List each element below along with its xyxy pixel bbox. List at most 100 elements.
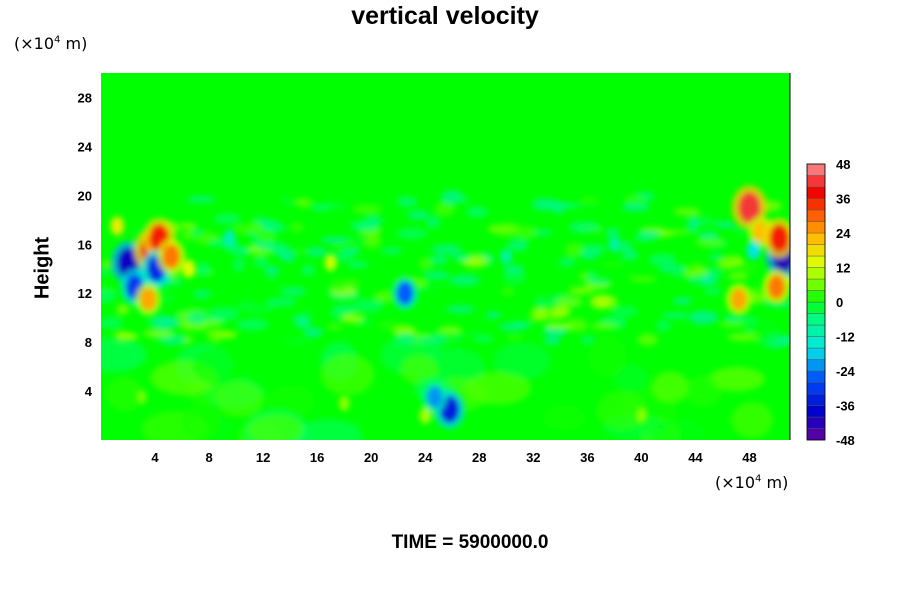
- texture-cell: [589, 295, 612, 309]
- texture-cell: [346, 260, 369, 269]
- texture-cell: [280, 196, 297, 207]
- colorbar-segment: [806, 175, 826, 188]
- colorbar-segment: [806, 232, 826, 245]
- texture-cell: [289, 247, 312, 256]
- texture-cell: [101, 337, 147, 373]
- colorbar-segment: [806, 198, 826, 211]
- texture-cell: [651, 418, 707, 440]
- velocity-feature: [767, 274, 786, 300]
- texture-cell: [565, 318, 588, 332]
- texture-cell: [567, 286, 595, 295]
- texture-cell: [648, 253, 677, 266]
- texture-cell: [682, 257, 699, 272]
- texture-cell: [718, 257, 736, 269]
- colorbar-tick-label: 48: [836, 157, 850, 172]
- colorbar-segment: [806, 278, 826, 291]
- texture-cell: [466, 206, 488, 218]
- texture-cell: [629, 275, 657, 283]
- texture-cell: [636, 230, 662, 238]
- texture-cell: [732, 262, 760, 272]
- texture-cell: [731, 401, 773, 439]
- texture-cell: [514, 225, 538, 239]
- texture-cell: [290, 222, 304, 233]
- texture-cell: [191, 299, 209, 313]
- texture-cell: [754, 336, 778, 345]
- texture-cell: [253, 255, 269, 268]
- texture-cell: [542, 405, 587, 431]
- colorbar-segment: [806, 290, 826, 303]
- texture-cell: [611, 306, 638, 317]
- x-tick-label: 40: [634, 450, 648, 465]
- texture-cell: [208, 307, 240, 321]
- colorbar-segment: [806, 324, 826, 337]
- texture-cell: [407, 210, 430, 220]
- y-tick-label: 4: [85, 384, 93, 399]
- colorbar-segment: [806, 382, 826, 395]
- velocity-feature: [140, 288, 157, 311]
- texture-cell: [236, 319, 269, 331]
- texture-cell: [704, 288, 722, 295]
- colorbar-segment: [806, 186, 826, 199]
- texture-cell: [498, 242, 512, 249]
- texture-cell: [530, 307, 548, 322]
- y-tick-label: 16: [78, 237, 92, 252]
- texture-cell: [507, 334, 523, 343]
- texture-cell: [564, 243, 584, 257]
- time-label: TIME = 5900000.0: [391, 532, 549, 553]
- texture-cell: [498, 322, 528, 331]
- colorbar-tick-label: 12: [836, 261, 850, 276]
- texture-cell: [431, 244, 462, 255]
- texture-cell: [341, 248, 361, 256]
- texture-cell: [353, 298, 384, 313]
- texture-cell: [293, 313, 312, 325]
- y-axis-ticks: 4 8 12 16 20 24 28: [78, 90, 93, 399]
- texture-cell: [193, 290, 212, 298]
- texture-cell: [320, 353, 375, 396]
- chart-title: vertical velocity: [351, 2, 539, 30]
- texture-cell: [580, 251, 598, 260]
- x-axis-ticks: 4 8 12 16 20 24 28 32 36 40 44 48: [151, 450, 756, 465]
- colorbar-tick-label: -12: [836, 330, 855, 345]
- y-tick-label: 28: [78, 90, 92, 105]
- texture-cell: [302, 302, 326, 311]
- texture-cell: [186, 311, 208, 325]
- texture-cell: [727, 333, 759, 341]
- colorbar-segment: [806, 347, 826, 360]
- texture-cell: [451, 252, 472, 261]
- velocity-feature: [396, 281, 414, 305]
- texture-cell: [232, 257, 246, 272]
- x-tick-label: 8: [205, 450, 212, 465]
- x-tick-label: 36: [580, 450, 594, 465]
- texture-cell: [236, 300, 255, 312]
- texture-cell: [354, 325, 372, 332]
- velocity-feature: [110, 216, 124, 236]
- texture-cell: [661, 312, 690, 319]
- velocity-feature: [746, 241, 761, 260]
- texture-cell: [596, 390, 647, 431]
- texture-cell: [673, 297, 692, 305]
- texture-cell: [694, 237, 726, 247]
- texture-cell: [637, 333, 658, 347]
- texture-cell: [101, 267, 115, 276]
- texture-cell: [621, 249, 639, 261]
- texture-cell: [465, 329, 481, 340]
- colorbar-segment: [806, 416, 826, 429]
- velocity-feature: [162, 244, 180, 269]
- feature-layer: [110, 185, 790, 429]
- texture-cell: [179, 403, 222, 440]
- texture-cell: [259, 219, 279, 229]
- texture-cell: [264, 280, 283, 287]
- texture-cell: [191, 227, 204, 236]
- texture-cell: [363, 234, 381, 249]
- texture-cell: [558, 257, 576, 267]
- texture-cell: [350, 221, 381, 230]
- colorbar-tick-label: -36: [836, 399, 855, 414]
- texture-cell: [509, 239, 529, 252]
- texture-cell: [544, 323, 574, 330]
- velocity-feature: [636, 408, 647, 423]
- texture-cell: [724, 312, 747, 323]
- texture-cell: [303, 327, 324, 338]
- texture-cell: [583, 201, 598, 212]
- colorbar-segment: [806, 393, 826, 406]
- colorbar-segment: [806, 301, 826, 314]
